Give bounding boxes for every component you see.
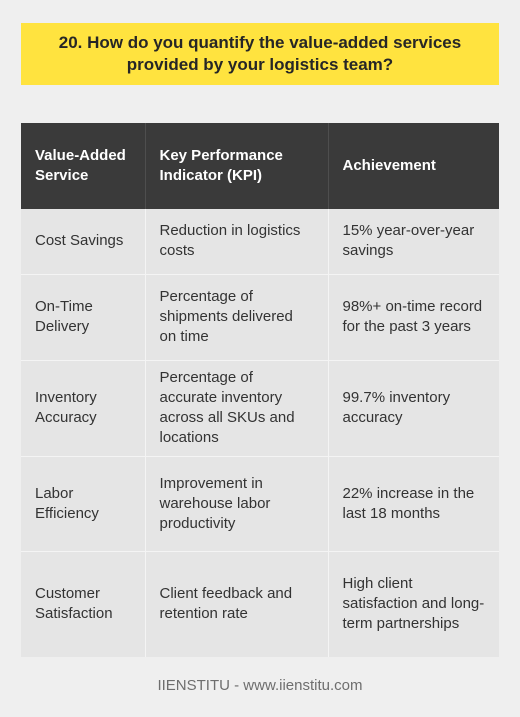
header-achievement: Achievement (328, 123, 499, 209)
cell-service: Cost Savings (21, 209, 146, 275)
header-kpi: Key Performance Indicator (KPI) (145, 123, 329, 209)
cell-kpi: Reduction in logistics costs (145, 209, 329, 275)
table-row: Customer Satisfaction Client feedback an… (21, 551, 499, 657)
table-row: Inventory Accuracy Percentage of accurat… (21, 360, 499, 457)
cell-achievement: High client satisfaction and long-term p… (328, 551, 499, 657)
cell-achievement: 15% year-over-year savings (328, 209, 499, 275)
cell-kpi: Client feedback and retention rate (145, 551, 329, 657)
cell-kpi: Improvement in warehouse labor productiv… (145, 456, 329, 552)
table-row: On-Time Delivery Percentage of shipments… (21, 274, 499, 361)
cell-service: Labor Efficiency (21, 456, 146, 552)
cell-kpi: Percentage of shipments delivered on tim… (145, 274, 329, 361)
page-title: 20. How do you quantify the value-added … (58, 33, 462, 74)
cell-service: Customer Satisfaction (21, 551, 146, 657)
cell-achievement: 22% increase in the last 18 months (328, 456, 499, 552)
cell-service: On-Time Delivery (21, 274, 146, 361)
cell-kpi: Percentage of accurate inventory across … (145, 360, 329, 457)
cell-achievement: 99.7% inventory accuracy (328, 360, 499, 457)
table-row: Cost Savings Reduction in logistics cost… (21, 209, 499, 275)
cell-achievement: 98%+ on-time record for the past 3 years (328, 274, 499, 361)
table-header-row: Value-Added Service Key Performance Indi… (21, 123, 499, 209)
header-service: Value-Added Service (21, 123, 146, 209)
table-row: Labor Efficiency Improvement in warehous… (21, 456, 499, 552)
footer-credit: IIENSTITU - www.iienstitu.com (157, 677, 363, 694)
title-banner: 20. How do you quantify the value-added … (21, 23, 499, 85)
cell-service: Inventory Accuracy (21, 360, 146, 457)
kpi-table: Value-Added Service Key Performance Indi… (21, 123, 499, 657)
